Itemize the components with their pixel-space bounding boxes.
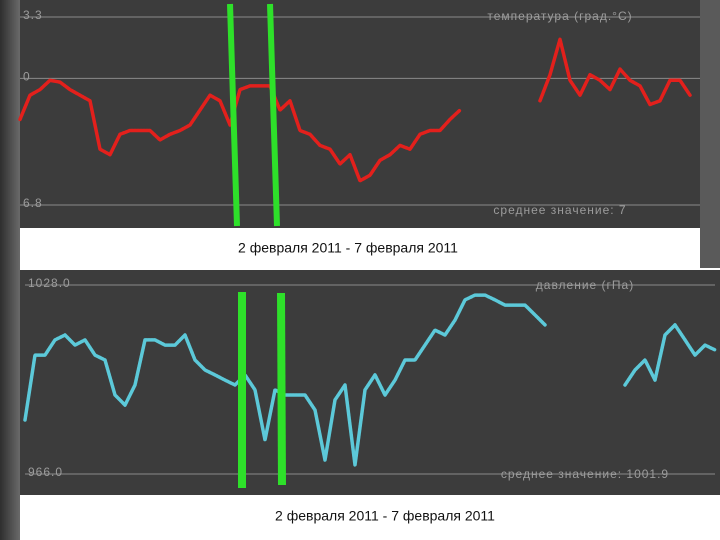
marker-line	[277, 292, 286, 486]
y-tick-label: 0	[23, 70, 31, 84]
stat-label: среднее значение: 7	[493, 203, 626, 217]
y-tick-label: 6.8	[23, 196, 43, 210]
chart-title: температура (град.°C)	[487, 9, 632, 23]
slide-edge	[0, 0, 20, 540]
chart-title: давление (гПа)	[536, 278, 634, 292]
slide-edge	[700, 0, 720, 268]
y-tick-label: 966.0	[28, 465, 63, 479]
marker-line	[227, 3, 240, 227]
caption: 2 февраля 2011 - 7 февраля 2011	[238, 240, 458, 256]
data-line	[18, 37, 692, 183]
y-tick-label: 3.3	[23, 8, 43, 22]
marker-line	[267, 3, 280, 227]
caption: 2 февраля 2011 - 7 февраля 2011	[275, 508, 495, 524]
stat-label: среднее значение: 1001.9	[501, 467, 669, 481]
plot-panel	[20, 0, 700, 228]
y-tick-label: 1028.0	[28, 276, 71, 290]
